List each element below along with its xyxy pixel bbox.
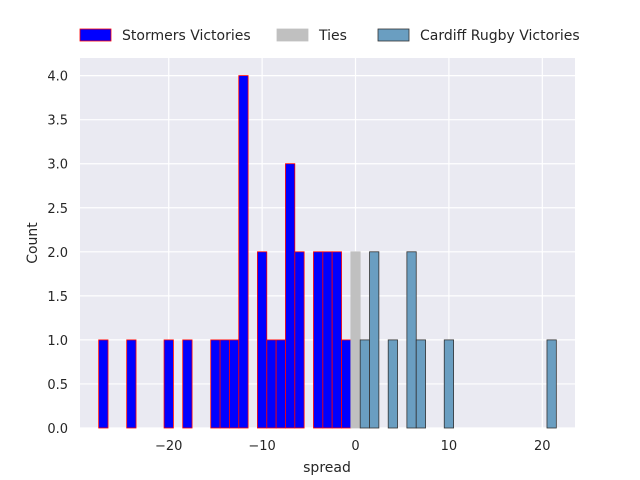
y-tick-label: 3.5 xyxy=(47,114,68,129)
bar-stormers-victories-8 xyxy=(257,251,268,429)
legend-label: Ties xyxy=(318,28,347,44)
bar-cardiff-rugby-victories-6 xyxy=(546,339,557,429)
legend-swatch xyxy=(377,28,410,42)
y-tick-label: 0.5 xyxy=(47,378,68,393)
bar-stormers-victories-12 xyxy=(294,251,305,429)
y-tick-label: 2.0 xyxy=(47,246,68,261)
bar-stormers-victories-4 xyxy=(210,339,221,429)
bar-stormers-victories-16 xyxy=(341,339,352,429)
bar-ties-0 xyxy=(350,251,361,429)
legend-label: Cardiff Rugby Victories xyxy=(420,28,580,44)
legend-label: Stormers Victories xyxy=(122,28,251,44)
y-axis-label: Count xyxy=(25,222,41,264)
tick-labels: −20 −10 0 10 20 0.0 0.5 1.0 1.5 2.0 2.5 3.0 3.5 4.0 xyxy=(47,70,550,454)
x-tick-label: −20 xyxy=(155,439,182,454)
bar-stormers-victories-0 xyxy=(98,339,109,429)
bar-stormers-victories-15 xyxy=(331,251,342,429)
bar-cardiff-rugby-victories-2 xyxy=(387,339,398,429)
legend-swatch xyxy=(276,28,309,42)
y-tick-label: 2.5 xyxy=(47,202,68,217)
legend-swatch xyxy=(79,28,112,42)
legend: Stormers Victories Ties Cardiff Rugby Vict… xyxy=(79,28,580,44)
x-axis-label: spread xyxy=(303,460,351,476)
x-tick-label: −10 xyxy=(248,439,275,454)
x-tick-label: 20 xyxy=(534,439,551,454)
bar-stormers-victories-11 xyxy=(285,163,296,429)
bar-stormers-victories-13 xyxy=(313,251,324,429)
y-tick-label: 4.0 xyxy=(47,70,68,85)
bar-cardiff-rugby-victories-0 xyxy=(359,339,370,429)
bar-stormers-victories-10 xyxy=(275,339,286,429)
bar-cardiff-rugby-victories-4 xyxy=(415,339,426,429)
bar-stormers-victories-3 xyxy=(182,339,193,429)
bar-cardiff-rugby-victories-3 xyxy=(406,251,417,429)
bar-stormers-victories-14 xyxy=(322,251,333,429)
x-tick-label: 10 xyxy=(441,439,458,454)
bar-stormers-victories-9 xyxy=(266,339,277,429)
bars xyxy=(98,75,557,429)
y-tick-label: 1.5 xyxy=(47,290,68,305)
y-tick-label: 1.0 xyxy=(47,334,68,349)
bar-stormers-victories-2 xyxy=(163,339,174,429)
bar-cardiff-rugby-victories-1 xyxy=(369,251,380,429)
x-tick-label: 0 xyxy=(351,439,359,454)
y-tick-label: 3.0 xyxy=(47,158,68,173)
bar-stormers-victories-5 xyxy=(219,339,230,429)
y-tick-label: 0.0 xyxy=(47,422,68,437)
bar-cardiff-rugby-victories-5 xyxy=(443,339,454,429)
bar-stormers-victories-6 xyxy=(229,339,240,429)
bar-stormers-victories-7 xyxy=(238,75,249,429)
bar-stormers-victories-1 xyxy=(126,339,137,429)
